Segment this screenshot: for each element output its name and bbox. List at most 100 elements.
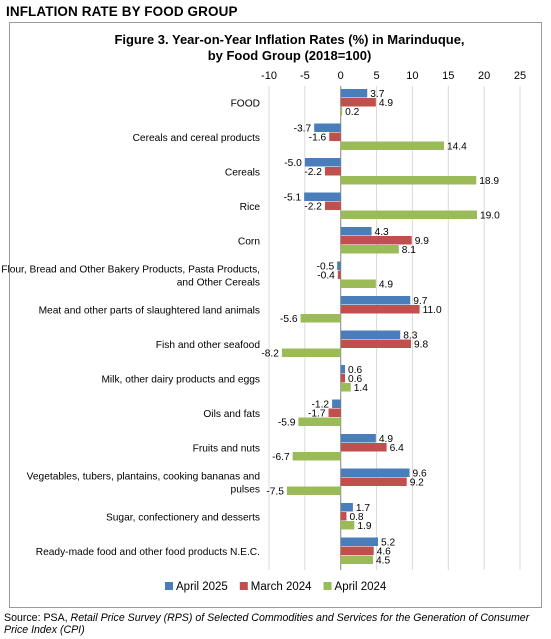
legend-swatch <box>165 582 173 590</box>
bar <box>340 468 410 477</box>
bar <box>328 408 341 417</box>
bar <box>340 279 376 288</box>
bar <box>324 201 341 210</box>
bar <box>298 417 341 426</box>
data-label: 4.5 <box>376 556 390 567</box>
data-label: 9.7 <box>413 296 427 307</box>
x-tick-label: 25 <box>514 70 526 82</box>
data-label: 4.9 <box>379 434 393 445</box>
data-label: 6.4 <box>390 443 404 454</box>
bar <box>340 245 399 254</box>
bar <box>340 537 379 546</box>
source-text: Retail Price Survey (RPS) of Selected Co… <box>4 612 530 636</box>
category-label: Meat and other parts of slaughtered land… <box>39 306 260 317</box>
data-label: -5.9 <box>278 418 296 429</box>
source-prefix: Source: PSA, <box>4 612 71 624</box>
data-label: 0.8 <box>349 512 363 523</box>
legend-label: April 2024 <box>335 581 387 593</box>
bar <box>340 176 477 185</box>
category-label: Cereals <box>225 168 260 179</box>
data-label: 8.3 <box>403 331 417 342</box>
bar <box>340 443 387 452</box>
data-label: -1.7 <box>308 409 326 420</box>
data-label: 11.0 <box>423 305 442 316</box>
x-tick-label: 0 <box>338 70 344 82</box>
bar <box>292 452 341 461</box>
bar <box>304 192 341 201</box>
bar <box>340 521 355 530</box>
chart-title: Figure 3. Year-on-Year Inflation Rates (… <box>0 32 551 64</box>
data-label: 1.9 <box>357 521 371 532</box>
bar <box>340 477 407 486</box>
data-label: -0.5 <box>317 262 335 273</box>
bar <box>337 261 341 270</box>
x-tick-label: -10 <box>261 70 277 82</box>
data-label: 5.2 <box>381 538 395 549</box>
data-label: 4.9 <box>379 98 393 109</box>
data-label: -2.2 <box>304 202 322 213</box>
data-label: 0.2 <box>345 107 359 118</box>
source-note: Source: PSA, Retail Price Survey (RPS) o… <box>4 612 549 636</box>
bar <box>340 98 376 107</box>
legend-swatch <box>323 582 332 590</box>
data-label: 9.9 <box>415 236 429 247</box>
bar <box>340 546 374 555</box>
bar <box>340 227 372 236</box>
category-label: Fish and other seafood <box>156 340 261 351</box>
bar <box>281 348 341 357</box>
legend-swatch <box>239 582 248 590</box>
category-label: Vegetables, tubers, plantains, cooking b… <box>27 472 261 483</box>
bar <box>340 374 346 383</box>
data-label: 0.6 <box>348 365 362 376</box>
bar <box>340 296 411 305</box>
bar <box>340 305 420 314</box>
bar <box>340 107 343 116</box>
data-label: -3.7 <box>294 124 312 135</box>
data-label: 8.1 <box>402 245 416 256</box>
data-label: 1.7 <box>356 503 370 514</box>
figure-frame <box>9 22 542 608</box>
bar <box>286 486 341 495</box>
data-label: 0.6 <box>348 374 362 385</box>
data-label: 4.3 <box>375 227 389 238</box>
bar <box>300 314 341 323</box>
category-label: Corn <box>238 237 260 248</box>
data-label: 4.6 <box>377 547 391 558</box>
data-label: 4.9 <box>379 280 393 291</box>
category-label: FOOD <box>231 99 260 110</box>
bar <box>314 123 341 132</box>
bar <box>332 399 341 408</box>
data-label: -8.2 <box>261 349 279 360</box>
x-tick-label: 20 <box>478 70 490 82</box>
bar <box>340 555 373 564</box>
category-label: and Other Cereals <box>177 278 260 289</box>
data-label: -5.1 <box>284 193 302 204</box>
chart-title-line-1: Figure 3. Year-on-Year Inflation Rates (… <box>114 32 465 47</box>
data-label: -1.2 <box>312 400 330 411</box>
category-label: Flour, Bread and Other Bakery Products, … <box>1 265 260 276</box>
bar <box>304 158 341 167</box>
data-label: 14.4 <box>447 142 467 153</box>
category-label: Cereals and cereal products <box>133 133 260 144</box>
x-tick-label: 15 <box>442 70 454 82</box>
data-label: -7.5 <box>266 487 284 498</box>
bar <box>340 210 477 219</box>
data-label: 19.0 <box>480 211 500 222</box>
data-label: -1.6 <box>309 133 327 144</box>
chart-title-line-2: by Food Group (2018=100) <box>207 48 372 63</box>
data-label: 9.6 <box>413 469 427 480</box>
bar <box>340 339 411 348</box>
page-header: INFLATION RATE BY FOOD GROUP <box>6 4 238 19</box>
bar <box>340 365 346 374</box>
data-label: -2.2 <box>304 167 322 178</box>
bar <box>340 141 444 150</box>
bar <box>337 270 341 279</box>
data-label: -5.6 <box>280 314 298 325</box>
bar <box>324 167 341 176</box>
category-label: Rice <box>240 202 261 213</box>
x-tick-label: 10 <box>406 70 418 82</box>
category-label: pulses <box>231 485 260 496</box>
category-label: Ready-made food and other food products … <box>36 547 260 558</box>
data-label: 9.8 <box>414 340 428 351</box>
